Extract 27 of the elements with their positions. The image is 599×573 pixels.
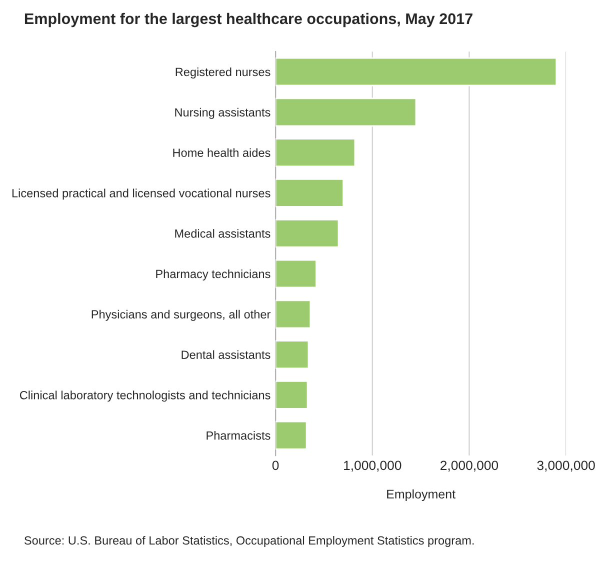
y-tick-label: Physicians and surgeons, all other xyxy=(92,310,270,321)
x-tick-label: 2,000,000 xyxy=(440,460,498,472)
y-tick-label: Pharmacy technicians xyxy=(156,269,270,280)
bar xyxy=(276,178,344,208)
x-tick-label: 1,000,000 xyxy=(344,460,402,472)
y-tick-label: Registered nurses xyxy=(176,67,270,78)
bar xyxy=(276,340,310,369)
bar xyxy=(276,98,417,127)
bar xyxy=(276,380,308,410)
bar xyxy=(276,218,340,248)
source-note: Source: U.S. Bureau of Labor Statistics, Occupational Employment Statistics program. xyxy=(24,536,474,547)
bar xyxy=(276,420,308,450)
x-tick-label: 0 xyxy=(272,460,279,470)
y-tick-label: Pharmacists xyxy=(206,431,270,440)
bar xyxy=(276,57,558,86)
bar xyxy=(276,259,317,288)
y-tick-label: Medical assistants xyxy=(175,229,270,238)
bar xyxy=(276,138,356,167)
y-tick-label: Licensed practical and licensed vocational nurses xyxy=(12,188,270,200)
y-tick-label: Clinical laboratory technologists and technicians xyxy=(20,390,270,402)
y-tick-label: Nursing assistants xyxy=(175,108,270,119)
y-tick-label: Dental assistants xyxy=(182,350,270,359)
y-tick-label: Home health aides xyxy=(173,148,270,157)
x-tick-label: 3,000,000 xyxy=(537,460,595,472)
chart-title: Employment for the largest healthcare occupations, May 2017 xyxy=(24,12,472,28)
x-axis-title: Employment xyxy=(387,489,456,502)
bar xyxy=(276,300,312,329)
